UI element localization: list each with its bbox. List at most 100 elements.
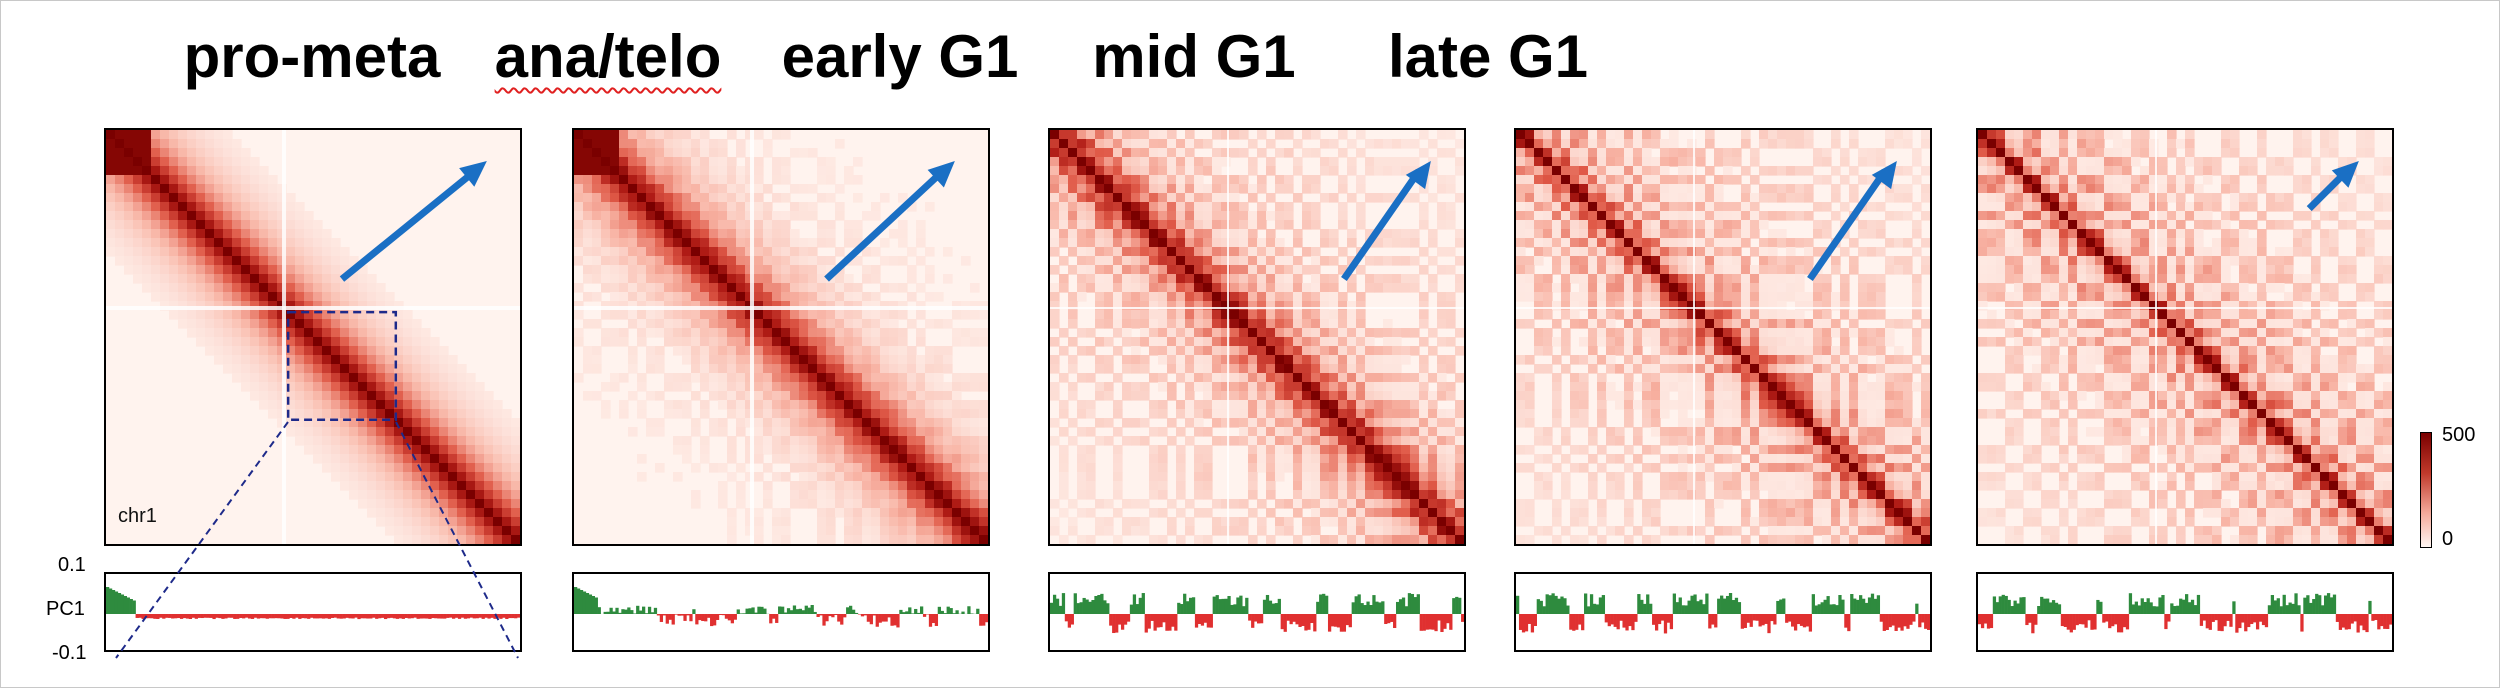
heatmap-cell <box>1248 391 1258 401</box>
heatmap-cell <box>1050 310 1060 320</box>
heatmap-cell <box>1383 328 1393 338</box>
heatmap-cell <box>709 319 719 329</box>
heatmap-cell <box>1723 346 1733 356</box>
heatmap-cell <box>1239 292 1249 302</box>
heatmap-cell <box>1338 499 1348 509</box>
heatmap-cell <box>1633 319 1643 329</box>
heatmap-cell <box>1113 409 1123 419</box>
heatmap-cell <box>898 310 908 320</box>
heatmap-cell <box>1525 193 1535 203</box>
heatmap-cell <box>1311 499 1321 509</box>
heatmap-cell <box>412 400 422 410</box>
heatmap-cell <box>583 256 593 266</box>
heatmap-cell <box>1185 211 1195 221</box>
heatmap-cell <box>1786 211 1796 221</box>
heatmap-cell <box>1732 229 1742 239</box>
heatmap-cell <box>736 346 746 356</box>
heatmap-cell <box>1338 355 1348 365</box>
heatmap-cell <box>277 355 287 365</box>
heatmap-cell <box>1086 454 1096 464</box>
heatmap-cell <box>1678 328 1688 338</box>
heatmap-cell <box>214 346 224 356</box>
heatmap-cell <box>745 391 755 401</box>
heatmap-cell <box>1633 238 1643 248</box>
heatmap-cell <box>691 130 701 140</box>
heatmap-cell <box>1302 445 1312 455</box>
heatmap-cell <box>241 301 251 311</box>
heatmap-cell <box>448 391 458 401</box>
heatmap-cell <box>1230 148 1240 158</box>
heatmap-cell <box>385 400 395 410</box>
heatmap-cell <box>1167 283 1177 293</box>
heatmap-cell <box>592 130 602 140</box>
heatmap-cell <box>1696 184 1706 194</box>
heatmap-cell <box>1921 166 1930 176</box>
heatmap-cell <box>214 148 224 158</box>
heatmap-cell <box>1687 211 1697 221</box>
heatmap-cell <box>1284 454 1294 464</box>
heatmap-cell <box>1257 130 1267 140</box>
heatmap-cell <box>871 373 881 383</box>
heatmap-cell <box>1077 256 1087 266</box>
heatmap-cell <box>1534 193 1544 203</box>
heatmap-cell <box>889 364 899 374</box>
heatmap-cell <box>349 391 359 401</box>
heatmap-cell <box>349 337 359 347</box>
heatmap-cell <box>1374 481 1384 491</box>
heatmap-cell <box>709 220 719 230</box>
heatmap-cell <box>1624 337 1634 347</box>
heatmap-cell <box>835 346 845 356</box>
heatmap-cell <box>1894 130 1904 140</box>
heatmap-cell <box>1392 373 1402 383</box>
heatmap-cell <box>1203 247 1213 257</box>
heatmap-cell <box>952 445 962 455</box>
heatmap-cell <box>1705 238 1715 248</box>
heatmap-cell <box>1840 283 1850 293</box>
heatmap-cell <box>124 211 134 221</box>
heatmap-cell <box>1284 337 1294 347</box>
heatmap-cell <box>1275 445 1285 455</box>
heatmap-cell <box>1320 400 1330 410</box>
heatmap-cell <box>394 508 404 518</box>
heatmap-cell <box>349 400 359 410</box>
heatmap-cell <box>1140 139 1150 149</box>
heatmap-cell <box>1248 292 1258 302</box>
heatmap-cell <box>259 175 269 185</box>
heatmap-cell <box>1203 463 1213 473</box>
heatmap-cell <box>1230 247 1240 257</box>
heatmap-cell <box>1176 400 1186 410</box>
heatmap-cell <box>979 436 988 446</box>
heatmap-cell <box>1840 346 1850 356</box>
heatmap-cell <box>1311 301 1321 311</box>
heatmap-cell <box>1401 355 1411 365</box>
heatmap-cell <box>1158 454 1168 464</box>
heatmap-cell <box>763 373 773 383</box>
heatmap-cell <box>1230 400 1240 410</box>
heatmap-cell <box>1374 355 1384 365</box>
heatmap-cell <box>763 274 773 284</box>
heatmap-cell <box>916 418 926 428</box>
heatmap-cell <box>511 427 520 437</box>
heatmap-cell <box>367 337 377 347</box>
heatmap-cell <box>1651 220 1661 230</box>
heatmap-cell <box>421 481 431 491</box>
heatmap-cell <box>295 211 305 221</box>
heatmap-cell <box>1768 238 1778 248</box>
heatmap-cell <box>1624 202 1634 212</box>
heatmap-cell <box>1876 247 1886 257</box>
heatmap-cell <box>232 229 242 239</box>
heatmap-cell <box>1203 364 1213 374</box>
heatmap-cell <box>331 427 341 437</box>
heatmap-cell <box>1606 157 1616 167</box>
heatmap-cell <box>727 211 737 221</box>
heatmap-cell <box>943 526 953 536</box>
heatmap-cell <box>241 220 251 230</box>
heatmap-cell <box>1669 274 1679 284</box>
heatmap-cell <box>574 139 584 149</box>
heatmap-cell <box>268 301 278 311</box>
heatmap-cell <box>691 319 701 329</box>
heatmap-cell <box>664 337 674 347</box>
heatmap-cell <box>1552 157 1562 167</box>
heatmap-cell <box>1624 247 1634 257</box>
heatmap-cell <box>1248 328 1258 338</box>
